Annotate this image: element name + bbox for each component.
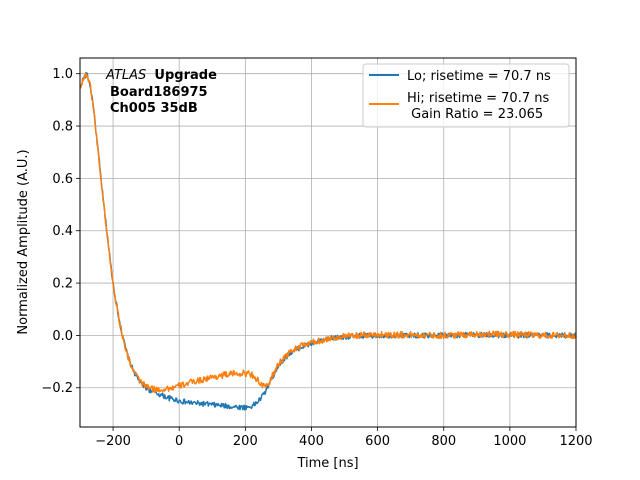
legend-label-hi: Hi; risetime = 70.7 ns Gain Ratio = 23.0… <box>407 91 549 122</box>
x-tick-label: 400 <box>299 434 324 449</box>
annotation-experiment: ATLAS Upgrade <box>105 68 217 83</box>
annotation-experiment-bold: Upgrade <box>154 68 217 83</box>
y-tick-label: 0.2 <box>52 277 73 292</box>
annotation-experiment-italic: ATLAS <box>105 68 146 83</box>
x-tick-label: 200 <box>233 434 258 449</box>
annotation-board: Board186975 <box>110 85 208 100</box>
series-line-hi <box>79 72 577 393</box>
y-tick-label: −0.2 <box>41 381 73 396</box>
x-axis-ticks: −200 0 200 400 600 800 1000 1200 <box>95 427 593 449</box>
legend-label-lo: Lo; risetime = 70.7 ns <box>407 69 551 84</box>
x-tick-label: 600 <box>365 434 390 449</box>
y-tick-label: 0.0 <box>52 329 73 344</box>
y-axis-label: Normalized Amplitude (A.U.) <box>16 149 31 334</box>
x-axis-label: Time [ns] <box>296 456 358 471</box>
x-tick-label: −200 <box>95 434 131 449</box>
y-axis-ticks: −0.2 0.0 0.2 0.4 0.6 0.8 1.0 <box>41 67 80 396</box>
y-tick-label: 0.4 <box>52 224 73 239</box>
series-layer <box>79 71 577 411</box>
legend-box <box>362 63 570 128</box>
y-tick-label: 0.8 <box>52 120 73 135</box>
x-tick-label: 0 <box>175 434 183 449</box>
y-tick-label: 1.0 <box>52 67 73 82</box>
annotation-channel: Ch005 35dB <box>110 101 198 116</box>
x-tick-label: 1000 <box>493 434 526 449</box>
x-tick-label: 800 <box>431 434 456 449</box>
y-tick-label: 0.6 <box>52 172 73 187</box>
annotation: ATLAS Upgrade Board186975 Ch005 35dB <box>105 68 217 116</box>
x-tick-label: 1200 <box>559 434 592 449</box>
legend: Lo; risetime = 70.7 ns Hi; risetime = 70… <box>362 63 570 128</box>
plot-frame <box>79 57 577 428</box>
